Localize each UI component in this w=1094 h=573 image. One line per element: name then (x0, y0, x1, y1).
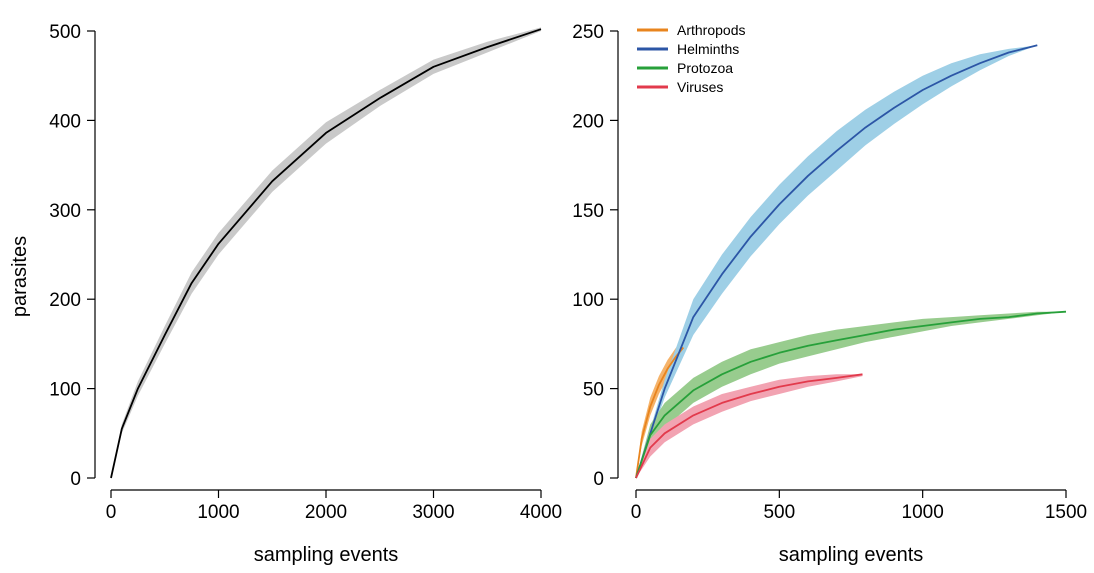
x-axis-title: sampling events (254, 544, 399, 566)
legend: Arthropods Helminths Protozoa Viruses (637, 22, 745, 95)
viruses-confidence-band (636, 374, 863, 478)
x-tick-label: 1000 (197, 502, 239, 523)
y-tick-label: 100 (49, 380, 81, 401)
x-tick-label: 2000 (305, 502, 347, 523)
x-tick-label: 0 (106, 502, 117, 523)
viruses-line (635, 373, 863, 479)
x-axis-title: sampling events (779, 544, 924, 566)
y-tick-label: 200 (49, 290, 81, 311)
helminths-confidence-band (636, 45, 1038, 479)
y-tick-label: 250 (572, 22, 604, 43)
left-panel: 0 1000 2000 3000 4000 sampling events 0 100 200 3… (9, 22, 562, 566)
y-tick-label: 500 (49, 22, 81, 43)
protozoa-confidence-band (636, 311, 1066, 478)
legend-label-arthropods: Arthropods (677, 22, 745, 38)
series-line (110, 28, 542, 479)
x-tick-label: 3000 (412, 502, 454, 523)
arthropods-line (635, 346, 684, 479)
legend-label-viruses: Viruses (677, 79, 723, 95)
y-axis-title: parasites (9, 236, 31, 317)
y-tick-label: 0 (593, 469, 604, 490)
helminths-line (635, 44, 1038, 479)
y-tick-label: 100 (572, 290, 604, 311)
series-confidence-band (111, 27, 541, 479)
right-panel: 0 500 1000 1500 sampling events 0 50 100 150 200 2… (572, 22, 1087, 566)
y-tick-label: 50 (583, 380, 604, 401)
x-tick-label: 1000 (902, 502, 944, 523)
x-tick-label: 500 (763, 502, 795, 523)
y-tick-label: 150 (572, 201, 604, 222)
x-tick-label: 1500 (1045, 502, 1087, 523)
y-tick-label: 0 (70, 469, 81, 490)
y-tick-label: 400 (49, 111, 81, 132)
x-tick-label: 0 (631, 502, 642, 523)
legend-label-helminths: Helminths (677, 41, 739, 57)
protozoa-line (635, 310, 1067, 479)
y-tick-label: 300 (49, 201, 81, 222)
y-tick-label: 200 (572, 111, 604, 132)
legend-label-protozoa: Protozoa (677, 60, 733, 76)
x-tick-label: 4000 (520, 502, 562, 523)
